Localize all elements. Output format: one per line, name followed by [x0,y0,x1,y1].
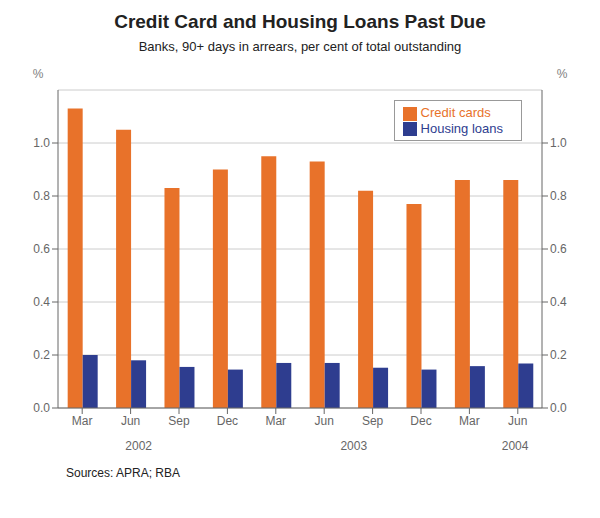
svg-text:Mar: Mar [72,414,93,428]
svg-text:Sep: Sep [362,414,384,428]
html-text:Banks, 90+ days in arrears, pe: Banks, 90+ days in arrears, per cent of … [138,39,462,54]
svg-text:1.0: 1.0 [550,136,567,150]
svg-text:0.0: 0.0 [550,401,567,415]
svg-text:0.6: 0.6 [33,242,50,256]
svg-text:Mar: Mar [265,414,286,428]
svg-text:Jun: Jun [508,414,527,428]
svg-text:0.2: 0.2 [33,348,50,362]
svg-text:0.2: 0.2 [550,348,567,362]
html-text:Housing loans: Housing loans [420,120,503,136]
svg-text:Sep: Sep [168,414,190,428]
svg-text:0.6: 0.6 [550,242,567,256]
svg-text:0.4: 0.4 [550,295,567,309]
svg-text:2004: 2004 [502,439,529,453]
svg-text:0.8: 0.8 [550,189,567,203]
svg-text:Mar: Mar [459,414,480,428]
svg-text:0.4: 0.4 [33,295,50,309]
svg-text:Dec: Dec [217,414,238,428]
svg-text:0.8: 0.8 [33,189,50,203]
html-text:Credit Card and Housing Loans: Credit Card and Housing Loans Past Due [114,11,486,32]
html-text:Sources: APRA; RBA: Sources: APRA; RBA [66,466,180,480]
svg-text:0.0: 0.0 [33,401,50,415]
svg-text:2002: 2002 [125,439,152,453]
svg-text:%: % [33,67,44,81]
svg-text:Jun: Jun [121,414,140,428]
svg-text:Dec: Dec [410,414,431,428]
html-text:Credit cards: Credit cards [420,105,491,120]
svg-text:2003: 2003 [340,439,367,453]
svg-text:%: % [557,67,568,81]
svg-text:1.0: 1.0 [33,136,50,150]
svg-text:Jun: Jun [315,414,334,428]
